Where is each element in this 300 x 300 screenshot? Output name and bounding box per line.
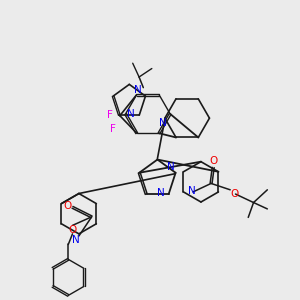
Text: O: O bbox=[230, 189, 238, 199]
Text: N: N bbox=[188, 186, 196, 196]
Text: F: F bbox=[110, 124, 116, 134]
Text: N: N bbox=[167, 162, 175, 172]
Text: O: O bbox=[63, 201, 71, 211]
Text: N: N bbox=[159, 118, 166, 128]
Text: O: O bbox=[209, 156, 217, 166]
Text: N: N bbox=[158, 188, 165, 198]
Text: N: N bbox=[134, 85, 142, 95]
Text: F: F bbox=[107, 110, 113, 120]
Text: O: O bbox=[68, 225, 76, 235]
Text: N: N bbox=[72, 235, 80, 245]
Text: N: N bbox=[127, 109, 135, 119]
